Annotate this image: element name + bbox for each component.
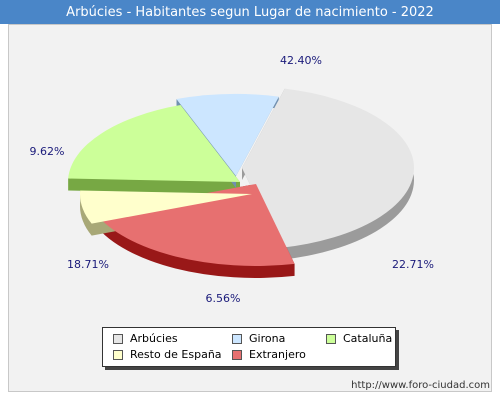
legend-swatch (326, 333, 336, 344)
pie-label-resto-de-espana: 6.56% (206, 292, 241, 305)
legend-swatch (232, 333, 242, 344)
pie-label-cataluna: 18.71% (67, 258, 109, 271)
pie-slice-cataluna (68, 105, 241, 182)
legend: Arbúcies Girona Cataluña Resto de España… (102, 327, 396, 367)
pie-slice-arbucies (242, 88, 415, 248)
legend-swatch (232, 349, 242, 360)
legend-label: Cataluña (343, 332, 393, 345)
pie-label-extranjero: 22.71% (392, 258, 434, 271)
legend-item-cataluna: Cataluña (326, 332, 392, 345)
chart-title: Arbúcies - Habitantes segun Lugar de nac… (0, 0, 500, 24)
legend-label: Extranjero (249, 348, 306, 361)
legend-swatch (113, 349, 123, 360)
legend-label: Girona (249, 332, 286, 345)
legend-item-resto-de-espana: Resto de España (113, 348, 222, 361)
legend-item-extranjero: Extranjero (232, 348, 306, 361)
legend-item-girona: Girona (232, 332, 285, 345)
legend-swatch (113, 333, 123, 344)
pie-slice-girona (176, 94, 279, 176)
pie-label-girona: 9.62% (30, 145, 65, 158)
source-credit: http://www.foro-ciudad.com (351, 380, 490, 391)
legend-item-arbucies: Arbúcies (113, 332, 178, 345)
pie-label-arbucies: 42.40% (280, 54, 322, 67)
legend-label: Arbúcies (130, 332, 178, 345)
legend-label: Resto de España (130, 348, 222, 361)
pie-slice-resto-de-espana (79, 190, 252, 224)
